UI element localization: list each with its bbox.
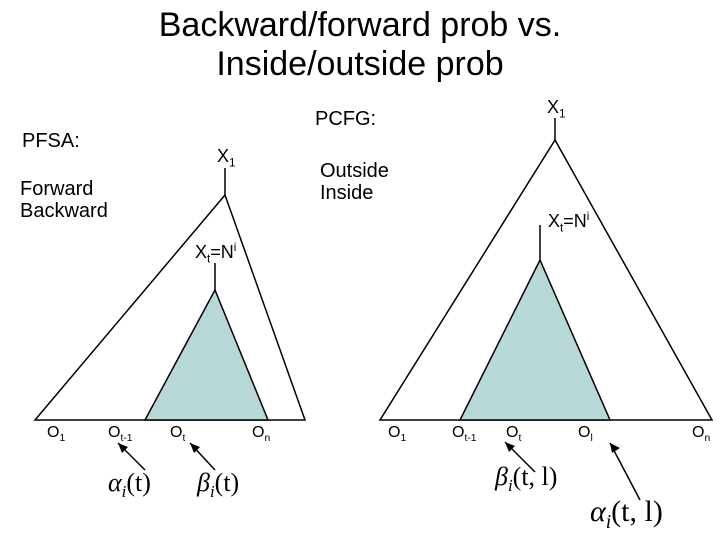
left-ot-1: Ot-1 — [108, 424, 133, 444]
left-inner-triangle — [145, 290, 268, 420]
right-ot-1: Ot-1 — [452, 424, 477, 444]
right-ot: Ot — [506, 424, 521, 444]
right-xt-label: Xt=Ni — [548, 210, 589, 235]
left-alpha-formula: αi(t) — [108, 468, 151, 502]
right-alpha-formula: αi(t, l) — [590, 495, 663, 534]
left-beta-formula: βi(t) — [197, 468, 239, 502]
right-on: On — [692, 424, 710, 444]
left-o1: O1 — [47, 424, 65, 444]
outside-inside-label: Outside Inside — [320, 160, 389, 204]
right-o1: O1 — [388, 424, 406, 444]
forward-text: Forward — [20, 178, 93, 200]
outside-text: Outside — [320, 160, 389, 182]
pfsa-label: PFSA: — [22, 130, 80, 152]
left-xt-label: Xt=Ni — [195, 241, 236, 266]
left-on: On — [252, 424, 270, 444]
diagram-svg — [0, 0, 720, 540]
pcfg-label: PCFG: — [315, 108, 376, 130]
left-x1-label: X1 — [217, 146, 236, 170]
right-ol: Ol — [578, 424, 593, 444]
right-alpha-arrow-line — [610, 443, 640, 500]
left-ot: Ot — [170, 424, 185, 444]
right-x1-label: X1 — [547, 97, 566, 121]
backward-text: Backward — [20, 200, 108, 222]
right-beta-formula: βi(t, l) — [495, 462, 557, 496]
inside-text: Inside — [320, 182, 373, 204]
forward-backward-label: Forward Backward — [20, 178, 108, 222]
right-inner-triangle — [460, 260, 610, 420]
slide: Backward/forward prob vs. Inside/outside… — [0, 0, 720, 540]
